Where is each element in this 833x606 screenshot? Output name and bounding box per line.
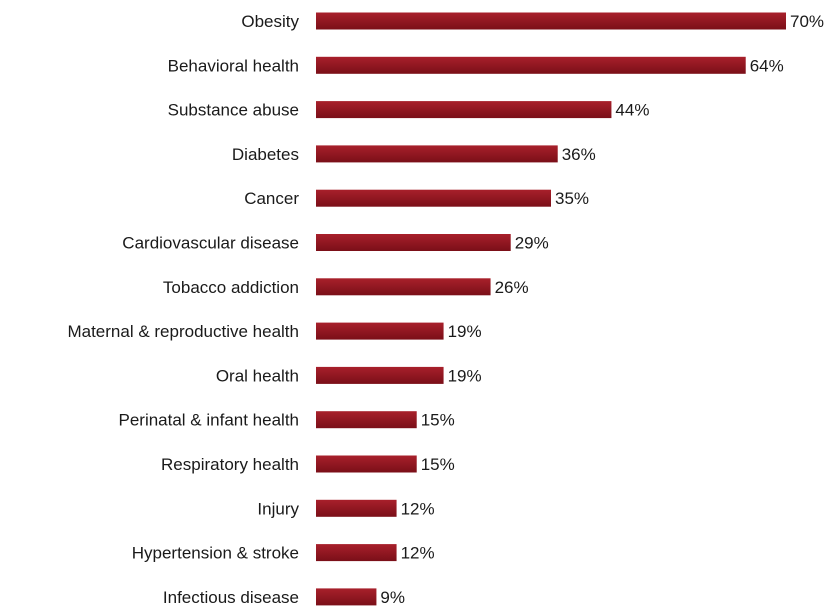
bar — [316, 189, 551, 207]
category-label: Obesity — [241, 12, 299, 31]
category-label: Cancer — [244, 189, 299, 208]
category-label: Infectious disease — [163, 588, 299, 606]
bar — [316, 12, 786, 30]
value-label: 19% — [448, 322, 482, 341]
bar — [316, 145, 558, 163]
category-label: Hypertension & stroke — [132, 544, 299, 563]
bar — [316, 234, 511, 251]
bar — [316, 56, 746, 74]
category-label: Substance abuse — [168, 101, 299, 120]
value-label: 29% — [515, 234, 549, 253]
bar — [316, 455, 417, 473]
value-label: 70% — [790, 12, 824, 31]
category-label: Respiratory health — [161, 455, 299, 474]
bar — [316, 278, 491, 296]
value-label: 15% — [421, 455, 455, 474]
category-label: Cardiovascular disease — [122, 234, 299, 253]
bar — [316, 588, 377, 606]
value-label: 9% — [380, 588, 405, 606]
category-label: Diabetes — [232, 145, 299, 164]
value-label: 12% — [401, 499, 435, 518]
value-label: 35% — [555, 189, 589, 208]
value-label: 15% — [421, 411, 455, 430]
category-label: Maternal & reproductive health — [67, 322, 299, 341]
bar — [316, 544, 397, 562]
value-label: 26% — [495, 278, 529, 297]
bar — [316, 411, 417, 429]
value-label: 19% — [448, 366, 482, 385]
bar — [316, 499, 397, 517]
category-label: Behavioral health — [168, 56, 299, 75]
value-label: 64% — [750, 56, 784, 75]
value-label: 36% — [562, 145, 596, 164]
bar — [316, 322, 444, 340]
value-label: 12% — [401, 544, 435, 563]
category-label: Oral health — [216, 366, 299, 385]
bar — [316, 101, 612, 119]
category-label: Perinatal & infant health — [118, 411, 299, 430]
category-label: Injury — [257, 499, 299, 518]
bar — [316, 366, 444, 384]
bars-layer: Obesity 70% Behavioral health 64% Substance … — [67, 12, 824, 606]
category-label: Tobacco addiction — [163, 278, 299, 297]
value-label: 44% — [615, 101, 649, 120]
